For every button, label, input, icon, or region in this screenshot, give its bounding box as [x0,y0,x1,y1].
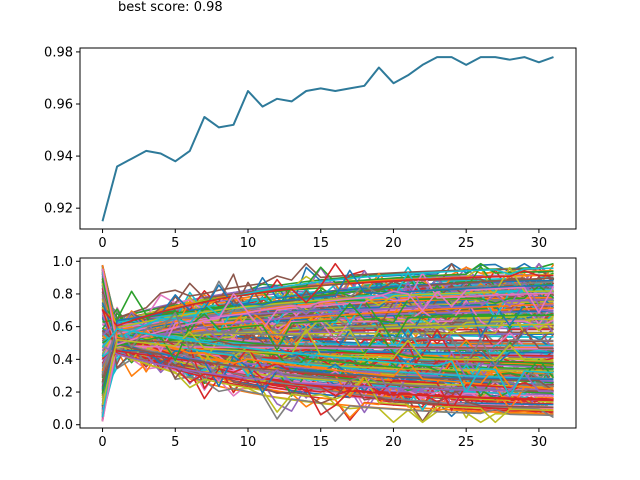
trajectory-line [101,309,554,416]
y-tick-label: 0.94 [44,150,73,165]
top-axes: 0 5 10 15 20 25 30 0.92 0.94 0.96 0.98 [44,45,577,251]
y-tick-label: 1.0 [52,255,73,270]
trajectory-line [101,308,554,364]
x-tick-label: 0 [98,435,106,450]
trajectory-line [101,273,554,345]
x-tick-label: 25 [458,236,475,251]
x-tick-label: 10 [240,435,257,450]
trajectory-line [101,264,554,390]
trajectory-line [101,266,554,418]
trajectory-line [101,272,554,405]
x-tick-label: 15 [312,435,329,450]
trajectory-line [101,328,554,406]
x-tick-label: 30 [531,435,548,450]
x-tick-label: 5 [171,435,179,450]
top-y-ticks: 0.92 0.94 0.96 0.98 [44,45,80,217]
trajectory-line [101,266,554,329]
y-tick-label: 0.92 [44,202,73,217]
trajectory-line [101,316,554,367]
bottom-plot-lines [101,262,555,424]
y-tick-label: 0.98 [44,45,73,60]
trajectory-line [101,268,555,346]
trajectory-line [102,345,554,393]
best-score-title: best score: 0.98 [118,0,223,15]
trajectory-line [101,328,554,397]
y-tick-label: 0.8 [52,287,73,302]
y-tick-label: 0.6 [52,320,73,335]
bottom-axes-frame [79,257,577,429]
trajectory-line [101,330,554,385]
x-tick-label: 25 [458,435,475,450]
bottom-x-ticks: 0 5 10 15 20 25 30 [98,428,547,450]
trajectory-line [101,275,554,409]
trajectory-line [101,311,554,375]
trajectory-line [101,262,554,327]
trajectory-line [101,328,554,383]
x-tick-label: 20 [385,236,402,251]
top-axes-frame [79,47,577,230]
trajectory-line [101,277,554,362]
trajectory-line [101,281,554,423]
x-tick-label: 0 [98,236,106,251]
trajectory-line [101,277,555,407]
top-x-ticks: 0 5 10 15 20 25 30 [98,229,547,251]
x-tick-label: 10 [240,236,257,251]
trajectory-line [101,269,554,392]
y-tick-label: 0.0 [52,418,73,433]
bottom-axes: 0 5 10 15 20 25 30 0.0 0.2 0.4 0.6 0.8 1.0 [52,255,577,450]
top-plot-lines [101,56,554,222]
y-tick-label: 0.4 [52,353,73,368]
x-tick-label: 20 [385,435,402,450]
x-tick-label: 5 [171,236,179,251]
y-tick-label: 0.96 [44,97,73,112]
x-tick-label: 30 [531,236,548,251]
trajectory-line [101,347,554,411]
x-tick-label: 15 [312,236,329,251]
trajectory-line [101,269,554,406]
bottom-y-ticks: 0.0 0.2 0.4 0.6 0.8 1.0 [52,255,80,433]
y-tick-label: 0.2 [52,386,73,401]
score-line [101,56,554,222]
